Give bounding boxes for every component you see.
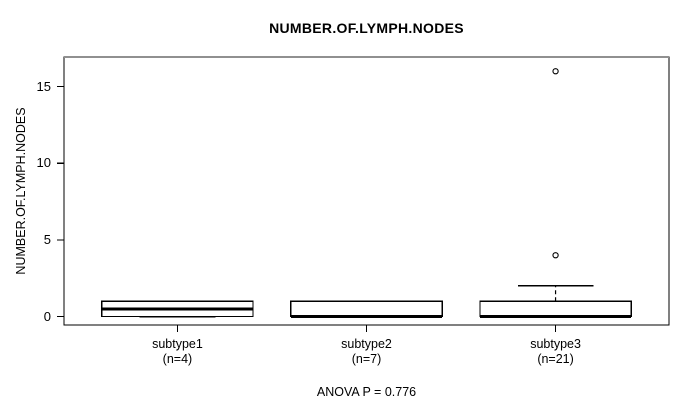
group-name: subtype2	[341, 337, 392, 351]
box	[290, 300, 443, 318]
group-label: subtype1 (n=4)	[107, 337, 247, 367]
group-name: subtype1	[152, 337, 203, 351]
y-tick-label: 10	[36, 155, 51, 171]
y-tick-label: 0	[43, 308, 51, 324]
anova-annotation: ANOVA P = 0.776	[316, 385, 417, 399]
group-n-count: (n=21)	[537, 352, 574, 366]
group-name: subtype3	[530, 337, 581, 351]
group-label: subtype2 (n=7)	[297, 337, 437, 367]
outlier-point	[552, 68, 559, 75]
y-tick-label: 15	[36, 78, 51, 94]
group-label: subtype3 (n=21)	[486, 337, 626, 367]
box	[479, 300, 632, 318]
outlier-point	[552, 252, 559, 259]
group-n-count: (n=4)	[162, 352, 193, 366]
chart-title: NUMBER.OF.LYMPH.NODES	[269, 20, 464, 36]
plot-frame	[63, 56, 670, 326]
group-n-count: (n=7)	[351, 352, 382, 366]
y-tick-label: 5	[43, 231, 51, 247]
